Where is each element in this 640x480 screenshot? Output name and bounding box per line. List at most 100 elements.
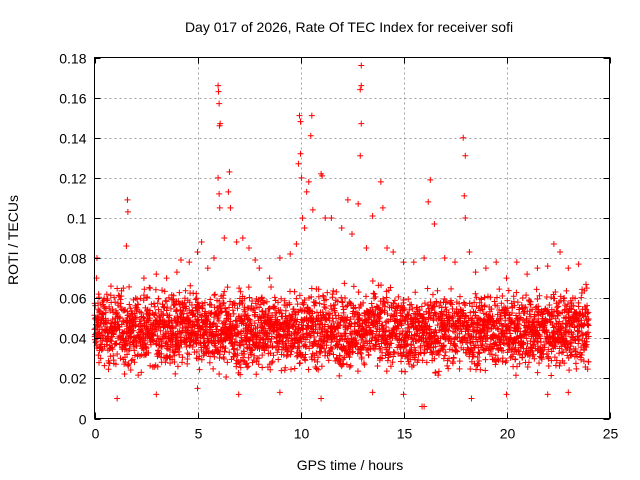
data-point [296, 360, 303, 367]
data-point [513, 259, 520, 266]
data-point [406, 328, 413, 335]
data-point [248, 322, 255, 329]
data-point [405, 334, 412, 341]
data-point [252, 309, 259, 316]
data-point [482, 265, 489, 272]
data-point [493, 259, 500, 266]
axis-ticks [94, 57, 611, 420]
data-point [201, 299, 208, 306]
data-point [214, 323, 221, 330]
data-point [355, 316, 362, 323]
data-point [402, 368, 409, 375]
data-point [97, 355, 104, 362]
data-point [198, 356, 205, 363]
data-point [336, 352, 343, 359]
data-point [403, 351, 410, 358]
data-point [494, 302, 501, 309]
data-point [467, 366, 474, 373]
data-point [114, 318, 121, 325]
data-point [431, 355, 438, 362]
data-point [408, 301, 415, 308]
data-point [448, 285, 455, 292]
data-point [103, 341, 110, 348]
data-point [295, 160, 302, 167]
data-point [269, 312, 276, 319]
data-point [219, 320, 226, 327]
data-point [285, 338, 292, 345]
data-point [174, 363, 181, 370]
data-point [248, 351, 255, 358]
data-point [390, 249, 397, 256]
data-point [500, 339, 507, 346]
data-point [572, 346, 579, 353]
data-point [215, 174, 222, 181]
data-point [192, 296, 199, 303]
data-point [550, 241, 557, 248]
data-point [503, 391, 510, 398]
data-point [226, 304, 233, 311]
data-point [551, 295, 558, 302]
data-point [165, 294, 172, 301]
data-point [221, 288, 228, 295]
data-point [186, 317, 193, 324]
data-point [336, 372, 343, 379]
data-point [145, 310, 152, 317]
data-point [583, 306, 590, 313]
data-point [494, 356, 501, 363]
data-point [585, 329, 592, 336]
data-point [322, 321, 329, 328]
data-point [105, 366, 112, 373]
data-point [546, 301, 553, 308]
data-point [504, 349, 511, 356]
data-point [344, 196, 351, 203]
data-point [169, 324, 176, 331]
data-point [92, 339, 99, 346]
data-point [121, 371, 128, 378]
data-point [419, 357, 426, 364]
grid-lines [94, 57, 610, 419]
data-point [249, 297, 256, 304]
data-point [246, 337, 253, 344]
data-point [538, 356, 545, 363]
data-point [575, 317, 582, 324]
data-point [204, 265, 211, 272]
data-point [398, 358, 405, 365]
data-point [472, 290, 479, 297]
data-point [506, 342, 513, 349]
data-point [154, 300, 161, 307]
data-point [249, 347, 256, 354]
data-point [442, 336, 449, 343]
y-tick-label: 0.02 [59, 371, 86, 387]
data-point [470, 349, 477, 356]
data-point [509, 318, 516, 325]
data-point [123, 243, 130, 250]
data-point [489, 313, 496, 320]
data-point [155, 349, 162, 356]
data-point [449, 360, 456, 367]
data-point [260, 312, 267, 319]
data-point [461, 192, 468, 199]
data-point [523, 292, 530, 299]
data-point [282, 307, 289, 314]
data-point [560, 349, 567, 356]
data-point [221, 235, 228, 241]
data-point [199, 302, 206, 309]
data-point [570, 331, 577, 338]
data-point [431, 303, 438, 310]
data-point [446, 355, 453, 362]
data-point [585, 316, 592, 323]
data-point [406, 360, 413, 367]
data-point [503, 275, 510, 282]
data-point [578, 294, 585, 301]
data-point [161, 288, 168, 295]
data-point [495, 326, 502, 333]
data-point [464, 323, 471, 330]
data-point [399, 352, 406, 359]
data-point [220, 292, 227, 299]
data-point [452, 343, 459, 350]
data-point [166, 346, 173, 353]
data-point [217, 302, 224, 309]
data-point [365, 351, 372, 358]
data-point [276, 343, 283, 350]
data-point [574, 353, 581, 360]
